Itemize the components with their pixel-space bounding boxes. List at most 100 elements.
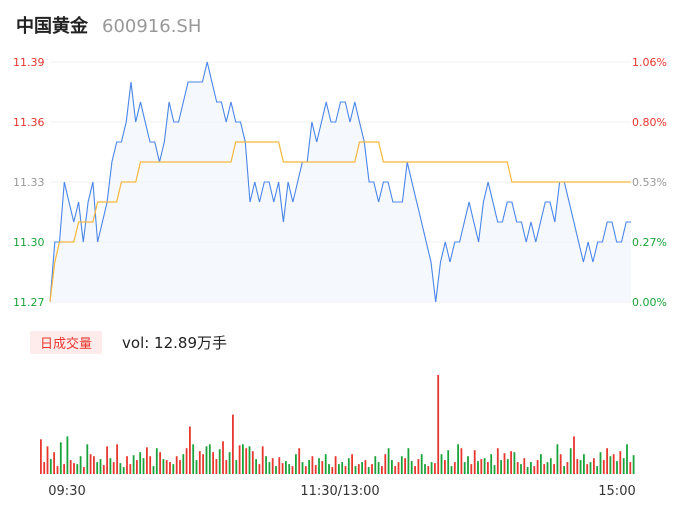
volume-bar	[606, 448, 608, 474]
volume-bar	[328, 464, 330, 474]
volume-bar	[450, 466, 453, 474]
volume-bar	[490, 454, 493, 474]
volume-bar	[371, 464, 373, 474]
volume-bar	[248, 446, 251, 474]
volume-bar	[318, 458, 320, 474]
volume-bar	[295, 454, 297, 474]
volume-bar	[189, 426, 191, 474]
price-chart: 11.39 11.36 11.33 11.30 11.27 1.06% 0.80% 0.53%…	[13, 56, 667, 309]
volume-bar	[632, 455, 635, 474]
volume-bar	[314, 465, 317, 474]
volume-bar	[331, 467, 334, 474]
volume-bar	[198, 451, 201, 474]
volume-bar	[308, 460, 310, 474]
volume-bar	[172, 464, 175, 474]
volume-bar	[245, 448, 248, 474]
y-tick-label-right: 1.06%	[632, 56, 667, 69]
x-tick-label: 11:30/13:00	[300, 484, 379, 499]
volume-bar	[351, 454, 353, 474]
volume-bar	[364, 460, 367, 474]
volume-bar	[569, 448, 572, 474]
volume-bar	[387, 448, 390, 474]
volume-bar	[142, 458, 145, 474]
volume-bar	[271, 458, 274, 474]
volume-bar	[136, 460, 138, 474]
volume-bar	[559, 454, 562, 474]
volume-bar	[523, 458, 526, 474]
volume-bar	[285, 461, 287, 474]
volume-bar	[414, 466, 416, 474]
volume-badge[interactable]: 日成交量	[30, 330, 103, 354]
volume-bar	[53, 452, 55, 474]
volume-bar	[179, 460, 181, 474]
volume-bar	[556, 444, 559, 474]
volume-bar	[496, 448, 499, 474]
volume-bar	[69, 460, 72, 474]
volume-bar	[467, 456, 469, 474]
volume-bar	[99, 459, 102, 474]
volume-bar	[430, 462, 433, 474]
volume-bar	[510, 451, 512, 474]
volume-bar	[480, 459, 483, 474]
stock-header: 中国黄金 600916.SH	[16, 12, 201, 40]
volume-bar	[222, 441, 224, 474]
y-tick-label-right: 0.00%	[632, 296, 667, 309]
y-tick-label-right: 0.80%	[632, 116, 667, 129]
volume-bar	[602, 460, 605, 474]
volume-bar	[212, 452, 214, 474]
volume-bar	[609, 456, 612, 474]
volume-bar	[238, 445, 241, 474]
volume-bar	[261, 446, 264, 474]
volume-bar	[417, 459, 420, 474]
volume-bar	[404, 458, 406, 474]
volume-bar	[89, 454, 92, 474]
volume-bar	[397, 462, 400, 474]
volume-bar	[185, 448, 188, 474]
average-series-line	[49, 141, 631, 303]
y-tick-label-left: 11.39	[13, 56, 45, 69]
volume-bar	[40, 439, 42, 474]
volume-bar	[129, 464, 132, 474]
volume-bar	[169, 462, 171, 474]
price-area	[50, 62, 631, 302]
volume-bar	[225, 460, 228, 474]
volume-bar	[66, 436, 69, 474]
volume-bar	[175, 456, 178, 474]
volume-bar	[86, 444, 89, 474]
volume-bar	[440, 454, 443, 474]
volume-bar	[218, 449, 221, 474]
volume-bar	[304, 466, 307, 474]
x-tick-label: 09:30	[48, 484, 85, 499]
volume-bar	[202, 454, 204, 474]
volume-bar	[579, 460, 582, 474]
volume-bar	[391, 460, 393, 474]
volume-bar	[563, 466, 565, 474]
volume-bar	[626, 444, 628, 474]
volume-bar	[278, 457, 281, 474]
volume-bar	[400, 456, 403, 474]
volume-bar	[487, 462, 489, 474]
volume-bar	[546, 462, 549, 474]
volume-bar	[596, 466, 599, 474]
volume-bar	[56, 466, 59, 474]
volume-bar	[593, 458, 595, 474]
volume-bar	[543, 464, 546, 474]
volume-bar	[361, 462, 363, 474]
volume-bar	[526, 467, 529, 474]
volume-bar	[506, 459, 509, 474]
volume-bar	[275, 466, 277, 474]
volume-bar	[334, 456, 337, 474]
volume-bar	[281, 463, 284, 474]
volume-bar	[434, 463, 436, 474]
volume-bar	[324, 454, 327, 474]
volume-bar	[215, 459, 218, 474]
volume-bar	[298, 448, 301, 474]
volume-bar	[208, 444, 211, 474]
volume-bar	[291, 466, 294, 474]
volume-bar	[344, 466, 347, 474]
volume-bar	[109, 458, 112, 474]
volume-bar	[619, 451, 622, 474]
volume-bar	[473, 450, 476, 474]
y-tick-label-left: 11.27	[13, 296, 45, 309]
volume-bar	[341, 462, 344, 474]
